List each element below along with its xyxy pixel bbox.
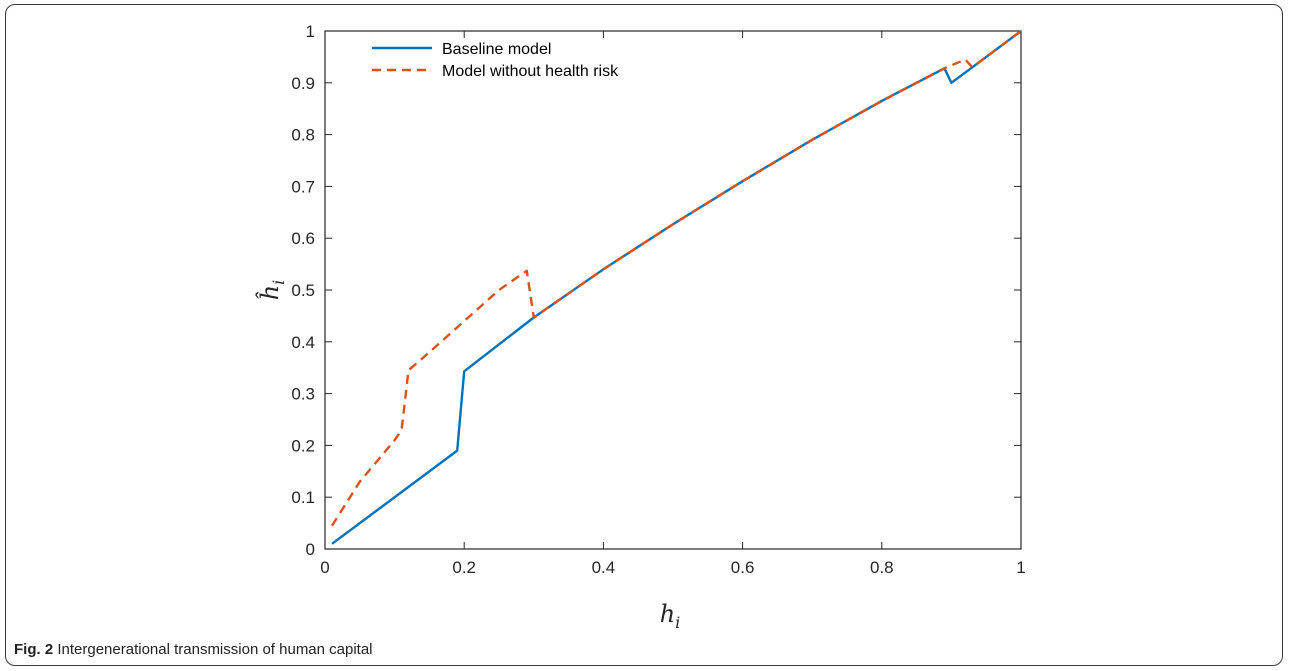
y-tick-label: 0.5 — [291, 281, 315, 300]
y-tick-label: 0.6 — [291, 229, 315, 248]
y-tick-label: 0 — [306, 540, 315, 559]
y-tick-label: 1 — [306, 22, 315, 41]
x-tick-label: 0 — [320, 558, 329, 577]
legend-label: Baseline model — [442, 41, 551, 58]
y-tick-label: 0.1 — [291, 488, 315, 507]
y-tick-label: 0.4 — [291, 333, 315, 352]
y-axis-label-sub: i — [269, 280, 288, 285]
y-tick-label: 0.9 — [291, 74, 315, 93]
y-tick-label: 0.8 — [291, 126, 315, 145]
figure-caption: Fig. 2 Intergenerational transmission of… — [14, 641, 373, 658]
x-tick-label: 0.6 — [731, 558, 755, 577]
y-tick-label: 0.3 — [291, 385, 315, 404]
series-line-model-without-health-risk — [330, 30, 1022, 527]
series-line-baseline-model — [331, 30, 1022, 545]
x-axis-label-main: h — [660, 600, 675, 628]
x-tick-label: 0.2 — [452, 558, 476, 577]
chart-legend: Baseline model Model without health risk — [372, 41, 619, 80]
x-tick-label: 1 — [1016, 558, 1025, 577]
chart-series — [330, 30, 1022, 545]
y-axis-label-main: ĥ — [255, 285, 284, 300]
figure-caption-label: Fig. 2 — [14, 641, 54, 658]
figure-caption-text: Intergenerational transmission of human … — [57, 641, 373, 658]
x-axis-label: hi — [660, 600, 681, 632]
x-tick-label: 0.8 — [870, 558, 894, 577]
y-tick-label: 0.2 — [291, 436, 315, 455]
x-tick-label: 0.4 — [592, 558, 616, 577]
legend-label: Model without health risk — [442, 63, 619, 80]
tick-marks: 0 0.2 0.4 0.6 0.8 1 0 0.1 0.2 0.3 0.4 0.5 0.6 0.7 0.8 0… — [291, 22, 1025, 577]
line-chart: 0 0.2 0.4 0.6 0.8 1 0 0.1 0.2 0.3 0.4 0.5 0.6 0.7 0.8 0… — [255, 22, 1026, 632]
figure-frame — [5, 4, 1283, 666]
y-tick-label: 0.7 — [291, 177, 315, 196]
y-axis-label: ĥi — [255, 280, 288, 301]
x-axis-label-sub: i — [675, 613, 680, 632]
